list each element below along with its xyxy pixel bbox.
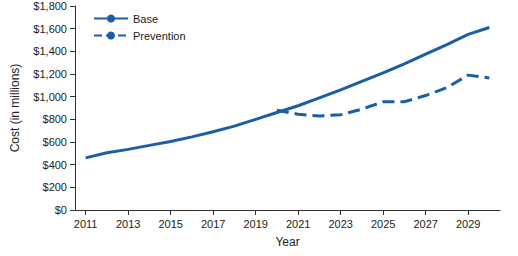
svg-text:Year: Year [275, 235, 299, 249]
svg-text:$1,200: $1,200 [33, 68, 67, 80]
svg-text:Prevention: Prevention [133, 30, 186, 42]
svg-text:2025: 2025 [371, 218, 395, 230]
svg-text:2013: 2013 [116, 218, 140, 230]
svg-text:2027: 2027 [413, 218, 437, 230]
svg-text:Base: Base [133, 13, 158, 25]
svg-text:$0: $0 [55, 204, 67, 216]
svg-text:$600: $600 [43, 136, 67, 148]
svg-text:2015: 2015 [158, 218, 182, 230]
svg-text:2011: 2011 [74, 218, 98, 230]
svg-text:$400: $400 [43, 159, 67, 171]
svg-text:$1,600: $1,600 [33, 23, 67, 35]
svg-text:$1,800: $1,800 [33, 0, 67, 12]
svg-text:$1,400: $1,400 [33, 45, 67, 57]
svg-text:$1,000: $1,000 [33, 91, 67, 103]
svg-text:Cost (in millions): Cost (in millions) [8, 64, 22, 153]
svg-text:2017: 2017 [201, 218, 225, 230]
svg-text:$200: $200 [43, 181, 67, 193]
svg-text:2021: 2021 [286, 218, 310, 230]
svg-text:2023: 2023 [328, 218, 352, 230]
svg-text:2029: 2029 [456, 218, 480, 230]
svg-text:$800: $800 [43, 113, 67, 125]
svg-text:2019: 2019 [243, 218, 267, 230]
